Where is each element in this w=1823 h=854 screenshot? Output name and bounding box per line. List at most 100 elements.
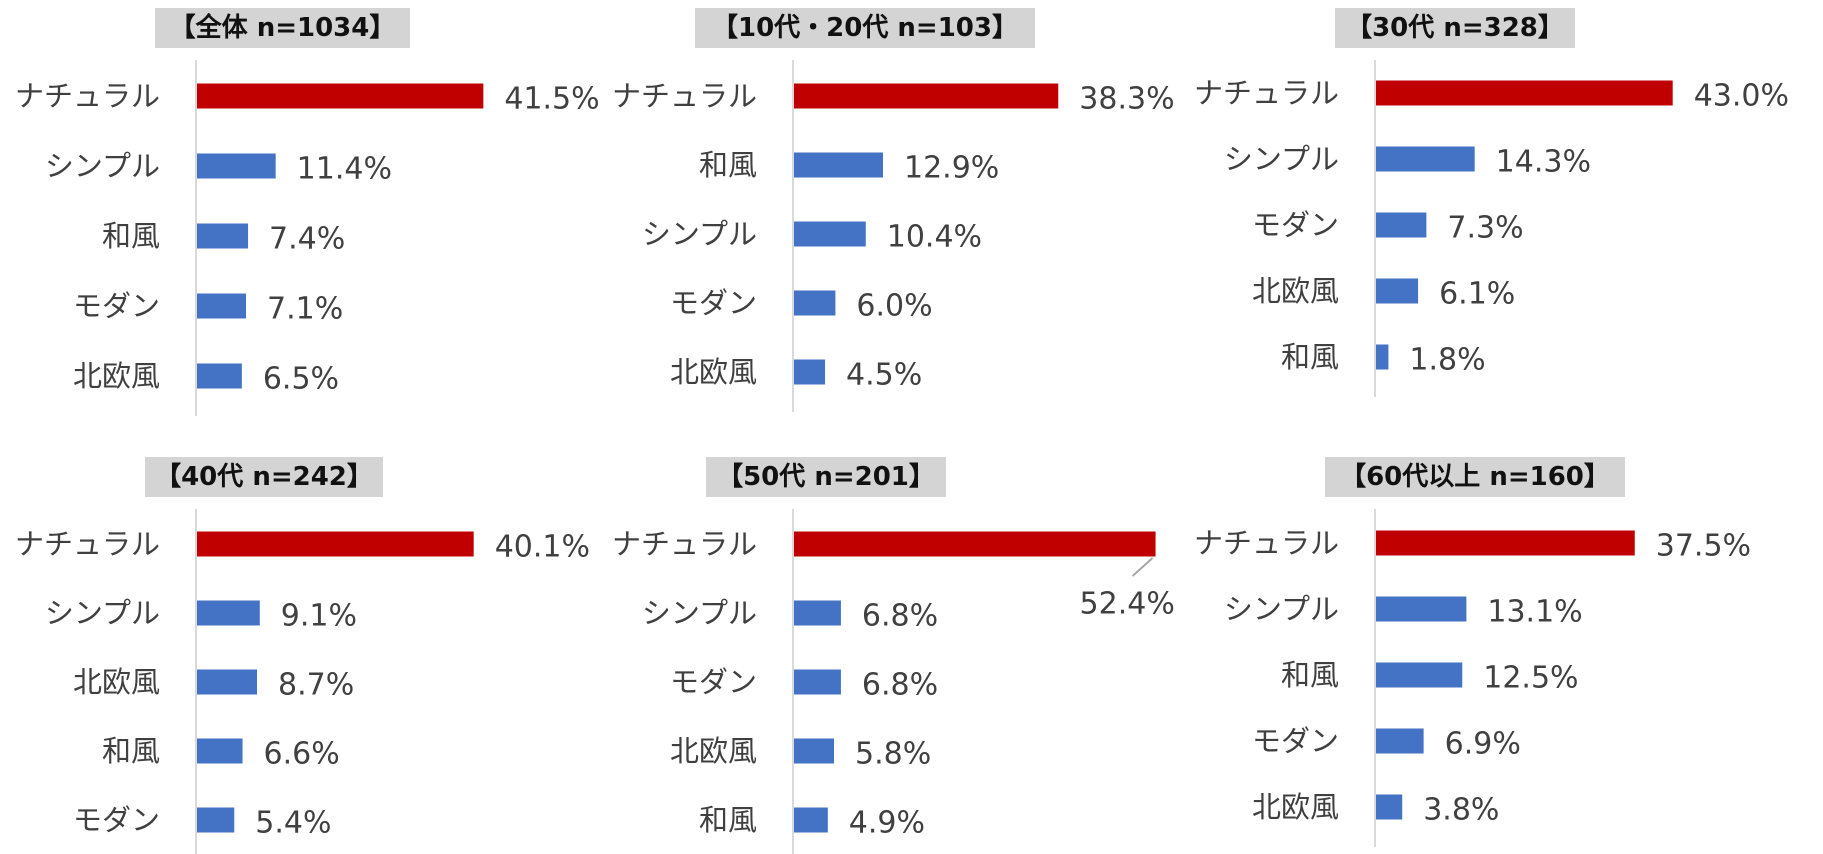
chart-title: 【50代 n=201】: [706, 457, 946, 497]
bar: [1376, 212, 1427, 238]
bar: [794, 83, 1059, 109]
bar: [197, 807, 235, 833]
bar: [794, 600, 841, 626]
category-label: 和風: [699, 803, 757, 837]
bar: [197, 293, 246, 319]
category-label: 和風: [102, 734, 160, 768]
category-label: モダン: [670, 665, 757, 699]
chart-title: 【全体 n=1034】: [155, 8, 410, 48]
value-label: 7.3%: [1447, 211, 1523, 246]
category-label: ナチュラル: [1194, 526, 1339, 560]
category-label: モダン: [73, 289, 160, 323]
value-label: 4.9%: [849, 806, 925, 841]
bar: [1376, 146, 1475, 172]
value-label: 13.1%: [1487, 595, 1582, 630]
chart-title: 【60代以上 n=160】: [1325, 457, 1625, 497]
value-label: 43.0%: [1694, 79, 1789, 114]
bar: [197, 600, 260, 626]
category-label: ナチュラル: [612, 527, 757, 561]
category-label: 北欧風: [73, 359, 160, 393]
value-label: 7.4%: [269, 222, 345, 257]
bar: [794, 738, 835, 764]
value-label: 9.1%: [281, 599, 357, 634]
category-label: モダン: [1252, 724, 1339, 758]
value-label: 12.5%: [1483, 661, 1578, 696]
value-label: 14.3%: [1496, 145, 1591, 180]
chart-panel: ナチュラル 41.5% シンプル 11.4% 和風 7.4% モダン 7.1% 北欧風 6.5%: [15, 60, 600, 416]
category-label: シンプル: [45, 596, 160, 630]
value-label: 37.5%: [1656, 529, 1751, 564]
category-label: モダン: [73, 803, 160, 837]
bar: [794, 221, 866, 247]
chart-panel: ナチュラル 43.0% シンプル 14.3% モダン 7.3% 北欧風 6.1% 和風 1.8%: [1194, 60, 1789, 397]
chart-panel: ナチュラル 52.4% シンプル 6.8% モダン 6.8% 北欧風 5.8% 和風 4.9%: [612, 509, 1175, 854]
bar: [794, 290, 836, 316]
category-label: 和風: [1281, 658, 1339, 692]
bar: [1376, 530, 1635, 556]
bar: [1376, 278, 1419, 304]
value-label: 8.7%: [278, 668, 354, 703]
category-label: 和風: [1281, 340, 1339, 374]
category-label: モダン: [670, 286, 757, 320]
value-label: 52.4%: [1080, 587, 1175, 622]
chart-panel: ナチュラル 40.1% シンプル 9.1% 北欧風 8.7% 和風 6.6% モダン 5.4%: [15, 509, 590, 854]
bar: [794, 669, 841, 695]
category-label: シンプル: [642, 217, 757, 251]
bar: [1376, 662, 1463, 688]
chart-title: 【40代 n=242】: [145, 457, 383, 497]
value-label: 6.9%: [1445, 727, 1521, 762]
category-label: 北欧風: [1252, 790, 1339, 824]
value-label: 10.4%: [887, 220, 982, 255]
category-label: ナチュラル: [612, 79, 757, 113]
bar: [794, 531, 1156, 557]
value-label: 6.5%: [263, 362, 339, 397]
bar: [197, 669, 258, 695]
value-label: 6.1%: [1439, 277, 1515, 312]
category-label: 北欧風: [73, 665, 160, 699]
bar: [794, 359, 826, 385]
bar: [794, 807, 828, 833]
chart-panel: ナチュラル 37.5% シンプル 13.1% 和風 12.5% モダン 6.9% 北欧風 3.8%: [1194, 509, 1751, 847]
category-label: シンプル: [45, 149, 160, 183]
category-label: ナチュラル: [1194, 76, 1339, 110]
leader-line: [1131, 557, 1154, 577]
bar: [1376, 728, 1424, 754]
category-label: モダン: [1252, 208, 1339, 242]
category-label: 北欧風: [670, 355, 757, 389]
category-label: シンプル: [642, 596, 757, 630]
chart-title: 【10代・20代 n=103】: [695, 8, 1035, 48]
value-label: 3.8%: [1423, 793, 1499, 828]
value-label: 40.1%: [495, 530, 590, 565]
chart-panel: ナチュラル 38.3% 和風 12.9% シンプル 10.4% モダン 6.0% 北欧風 4.5%: [612, 60, 1175, 412]
category-label: ナチュラル: [15, 527, 160, 561]
bar: [197, 738, 243, 764]
value-label: 6.6%: [264, 737, 340, 772]
bar: [1376, 596, 1467, 622]
bar: [1376, 794, 1403, 820]
category-label: 和風: [102, 219, 160, 253]
value-label: 41.5%: [504, 82, 599, 117]
category-label: ナチュラル: [15, 79, 160, 113]
value-label: 1.8%: [1409, 343, 1485, 378]
bar: [197, 531, 474, 557]
category-label: シンプル: [1224, 592, 1339, 626]
value-label: 4.5%: [846, 358, 922, 393]
bar: [197, 363, 242, 389]
category-label: 北欧風: [1252, 274, 1339, 308]
bar: [197, 83, 484, 109]
value-label: 7.1%: [267, 292, 343, 327]
chart-title: 【30代 n=328】: [1335, 8, 1575, 48]
value-label: 38.3%: [1079, 82, 1174, 117]
category-label: シンプル: [1224, 142, 1339, 176]
value-label: 12.9%: [904, 151, 999, 186]
bar: [197, 153, 276, 179]
value-label: 6.0%: [856, 289, 932, 324]
bar: [1376, 344, 1389, 370]
category-label: 和風: [699, 148, 757, 182]
value-label: 5.4%: [255, 806, 331, 841]
value-label: 5.8%: [855, 737, 931, 772]
value-label: 6.8%: [862, 668, 938, 703]
bar: [197, 223, 249, 249]
